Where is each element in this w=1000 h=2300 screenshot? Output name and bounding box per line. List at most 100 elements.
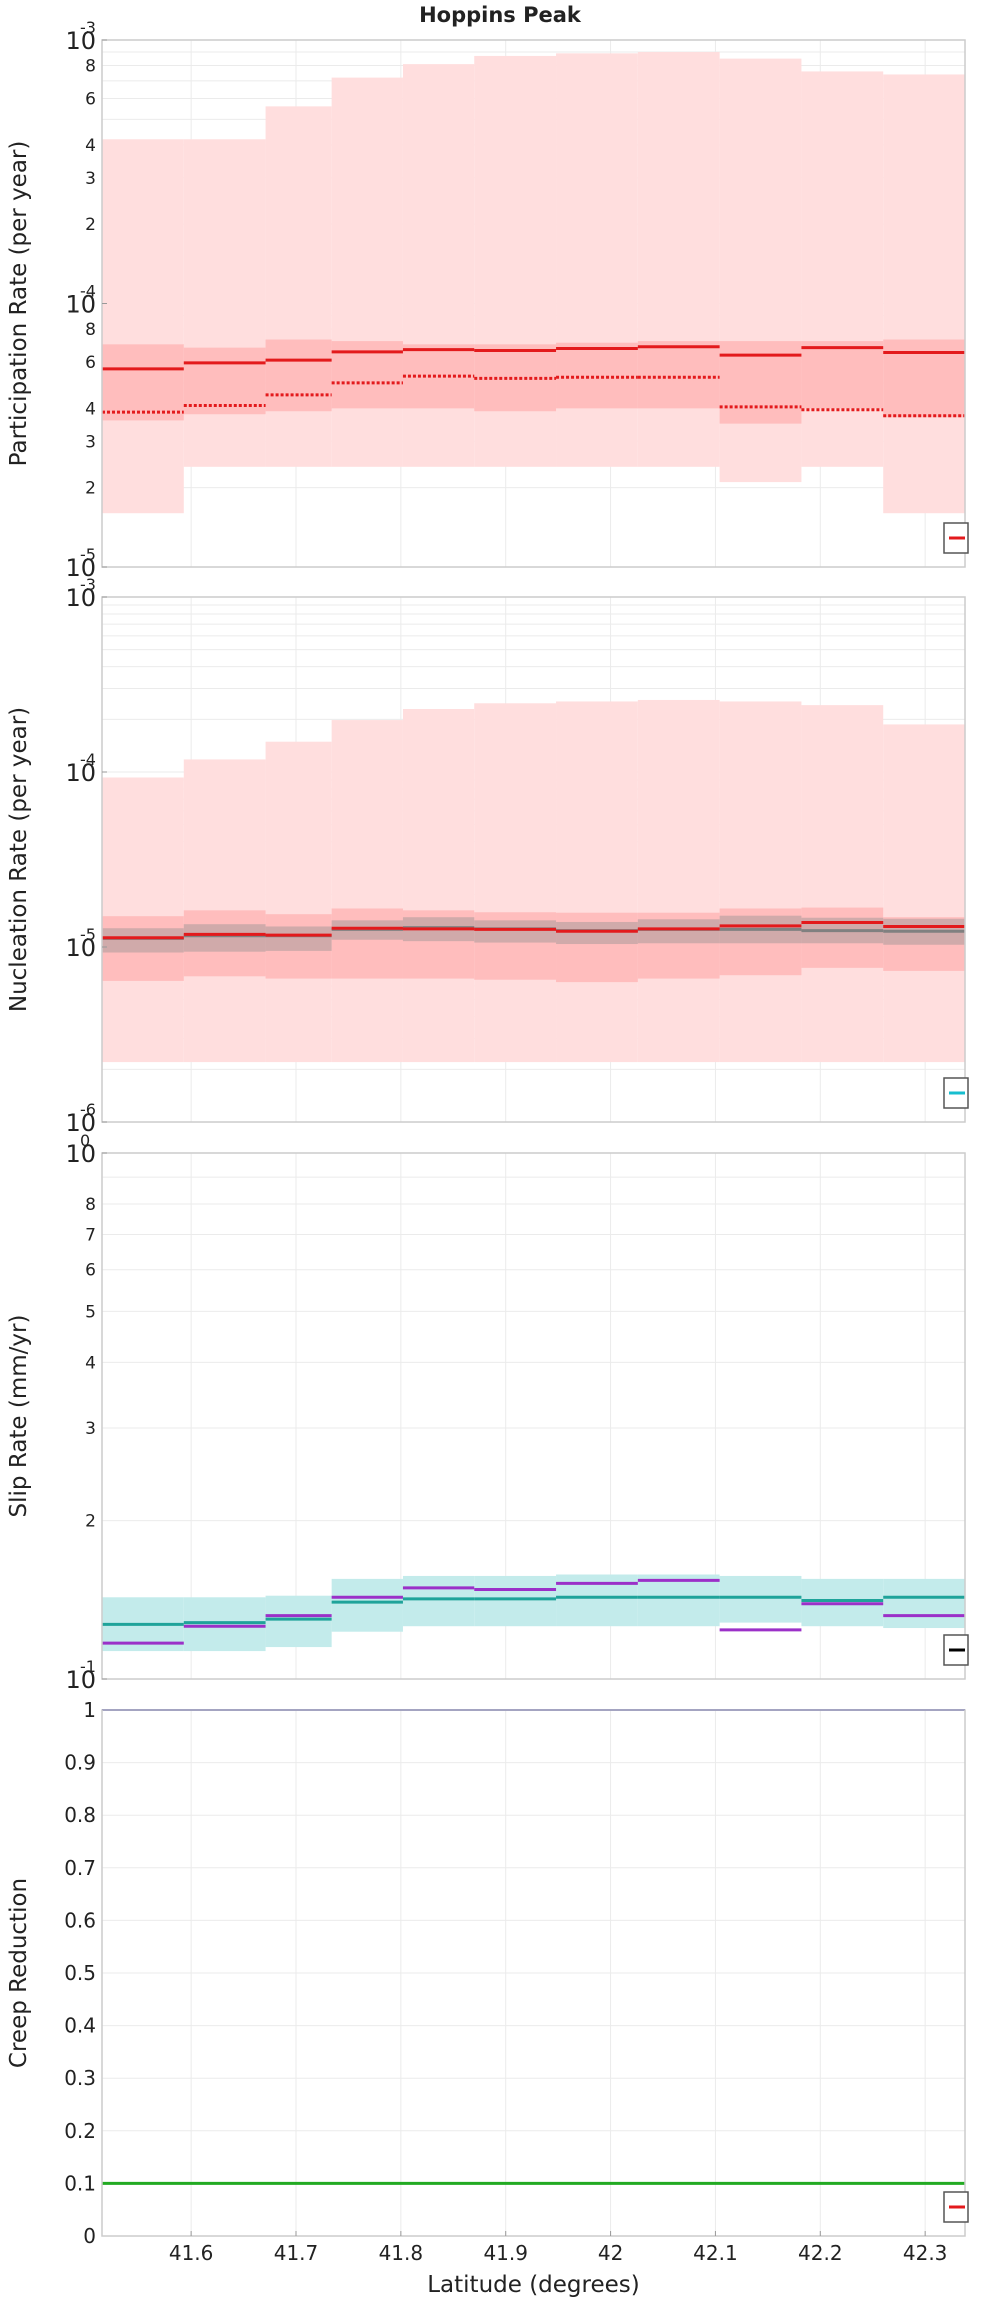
band-uncertainty: [402, 1575, 475, 1627]
y-tick-label: 4: [85, 399, 96, 419]
band-uncertainty: [265, 1595, 332, 1648]
band-bounds: [265, 339, 332, 412]
y-tick-label: 0.8: [64, 1803, 96, 1827]
legend: [943, 1077, 969, 1109]
band-gray-band: [637, 919, 720, 944]
y-tick-label: 0.6: [64, 1908, 96, 1932]
y-tick-label: 0.4: [64, 2014, 96, 2038]
y-tick-label: 10: [65, 759, 96, 787]
chart-title: Hoppins Peak: [419, 3, 582, 27]
y-tick-label: 6: [85, 89, 96, 109]
y-tick-exponent: -4: [80, 750, 96, 769]
y-tick-label: 10: [65, 1109, 96, 1137]
x-tick-label: 41.9: [483, 2241, 528, 2265]
y-tick-label: 3: [85, 432, 96, 452]
band-range: [265, 106, 332, 467]
y-tick-label: 0.9: [64, 1751, 96, 1775]
band-range: [402, 709, 475, 1063]
y-tick-label: 2: [85, 215, 96, 235]
band-range: [801, 705, 884, 1063]
y-tick-exponent: -1: [80, 1657, 96, 1676]
x-tick-label: 42.2: [798, 2241, 843, 2265]
band-range: [883, 74, 965, 514]
band-uncertainty: [637, 1574, 720, 1627]
band-range: [637, 699, 720, 1063]
y-tick-exponent: -3: [80, 575, 96, 594]
band-bounds: [637, 341, 720, 409]
y-tick-label: 10: [65, 27, 96, 55]
band-range: [265, 741, 332, 1063]
y-axis-label: Slip Rate (mm/yr): [6, 1315, 32, 1518]
x-tick-label: 42.3: [903, 2241, 948, 2265]
band-range: [183, 139, 266, 467]
band-range: [102, 139, 184, 514]
band-uncertainty: [331, 1578, 403, 1632]
y-tick-label: 0.5: [64, 1961, 96, 1985]
y-tick-exponent: 0: [80, 1131, 90, 1150]
x-tick-label: 41.6: [169, 2241, 214, 2265]
y-tick-exponent: -5: [80, 925, 96, 944]
band-gray-band: [102, 928, 184, 953]
y-tick-exponent: -4: [80, 282, 96, 301]
band-gray-band: [265, 926, 332, 951]
y-tick-label: 4: [85, 1353, 96, 1373]
y-tick-label: 2: [85, 1512, 96, 1532]
y-tick-exponent: -3: [80, 18, 96, 37]
y-tick-label: 10: [65, 1666, 96, 1694]
band-gray-band: [183, 924, 266, 952]
y-tick-label: 10: [65, 291, 96, 319]
band-range: [883, 724, 965, 1063]
legend: [943, 1634, 969, 1666]
y-tick-label: 0: [83, 2224, 96, 2248]
x-tick-label: 42.1: [693, 2241, 738, 2265]
band-range: [474, 703, 557, 1063]
band-range: [719, 701, 802, 1063]
y-tick-label: 4: [85, 136, 96, 156]
y-axis-label: Creep Reduction: [6, 1878, 32, 2068]
plot-frame: [101, 1709, 966, 2237]
band-gray-band: [556, 921, 638, 945]
band-range: [331, 720, 403, 1063]
band-bounds: [719, 341, 802, 424]
plot-frame: [101, 1152, 966, 1680]
band-uncertainty: [474, 1575, 557, 1627]
x-tick-label: 41.7: [274, 2241, 319, 2265]
band-uncertainty: [183, 1597, 266, 1652]
y-tick-label: 8: [85, 320, 96, 340]
y-tick-label: 1: [83, 1698, 96, 1722]
band-bounds: [102, 344, 184, 421]
y-tick-label: 0.2: [64, 2119, 96, 2143]
y-tick-label: 3: [85, 1419, 96, 1439]
y-tick-label: 10: [65, 1140, 96, 1168]
band-bounds: [556, 342, 638, 409]
band-range: [331, 77, 403, 467]
plot-frame: [101, 596, 966, 1123]
y-tick-label: 8: [85, 1195, 96, 1215]
y-axis-label: Nucleation Rate (per year): [6, 707, 32, 1012]
y-tick-label: 5: [85, 1302, 96, 1322]
panel-creep: 1 0.9 0.8 0.7 0.6 0.5 0.4 0.3 0.2 0.1 0 Creep Reduc…: [6, 1698, 969, 2248]
band-bounds: [183, 347, 266, 415]
y-tick-label: 7: [85, 1225, 96, 1245]
legend: [943, 2191, 969, 2223]
y-tick-exponent: -5: [80, 545, 96, 564]
y-tick-label: 6: [85, 1261, 96, 1281]
y-tick-label: 0.3: [64, 2066, 96, 2090]
band-uncertainty: [719, 1575, 802, 1623]
y-tick-label: 10: [65, 934, 96, 962]
band-gray-band: [474, 920, 557, 943]
y-tick-label: 0.1: [64, 2171, 96, 2195]
band-bounds: [331, 908, 403, 979]
y-tick-label: 0.7: [64, 1856, 96, 1880]
x-axis-label: Latitude (degrees): [427, 2272, 640, 2298]
band-uncertainty: [883, 1578, 965, 1629]
y-tick-label: 10: [65, 584, 96, 612]
band-bounds: [801, 341, 884, 409]
y-tick-label: 8: [85, 57, 96, 77]
y-tick-exponent: -6: [80, 1100, 96, 1119]
y-tick-label: 6: [85, 353, 96, 373]
